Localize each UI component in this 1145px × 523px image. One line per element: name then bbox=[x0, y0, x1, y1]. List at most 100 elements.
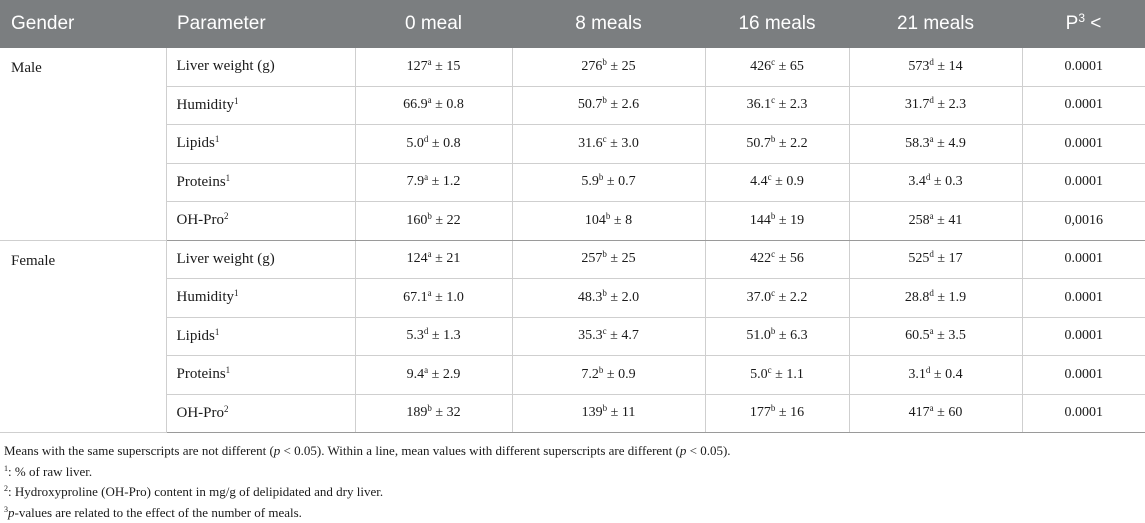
parameter-cell: Liver weight (g) bbox=[166, 48, 355, 86]
value-cell: 144b ± 19 bbox=[705, 202, 849, 241]
header-0-meal: 0 meal bbox=[355, 0, 512, 48]
gender-cell: Female bbox=[0, 240, 166, 433]
mean-value: 60.5 bbox=[905, 328, 930, 343]
footnote-main: Means with the same superscripts are not… bbox=[4, 441, 1145, 462]
parameter-footnote-marker: 1 bbox=[215, 134, 220, 144]
mean-value: 35.3 bbox=[578, 328, 603, 343]
value-cell: 50.7b ± 2.6 bbox=[512, 86, 705, 125]
mean-value: 51.0 bbox=[746, 328, 771, 343]
value-cell: 3.1d ± 0.4 bbox=[849, 356, 1022, 395]
sd-value: ± 0.8 bbox=[428, 136, 460, 151]
p-value-cell: 0.0001 bbox=[1022, 86, 1145, 125]
sd-value: ± 1.2 bbox=[428, 174, 460, 189]
mean-value: 525 bbox=[908, 251, 929, 266]
mean-value: 5.0 bbox=[406, 136, 424, 151]
footnote-main-text-a: Means with the same superscripts are not… bbox=[4, 443, 274, 458]
parameter-footnote-marker: 1 bbox=[215, 327, 220, 337]
sd-value: ± 65 bbox=[775, 59, 804, 74]
value-cell: 3.4d ± 0.3 bbox=[849, 163, 1022, 202]
mean-value: 50.7 bbox=[578, 97, 603, 112]
sd-value: ± 56 bbox=[775, 251, 804, 266]
p-value-cell: 0.0001 bbox=[1022, 356, 1145, 395]
parameter-cell: OH-Pro2 bbox=[166, 202, 355, 241]
p-value-cell: 0,0016 bbox=[1022, 202, 1145, 241]
parameter-cell: Liver weight (g) bbox=[166, 240, 355, 279]
sd-value: ± 2.2 bbox=[775, 290, 807, 305]
parameter-name: Humidity bbox=[177, 97, 235, 113]
footnote-3-text: -values are related to the effect of the… bbox=[15, 505, 302, 520]
parameter-footnote-marker: 1 bbox=[234, 288, 239, 298]
footnote-3: 3p-values are related to the effect of t… bbox=[4, 503, 1145, 523]
parameter-cell: OH-Pro2 bbox=[166, 394, 355, 433]
table-header: Gender Parameter 0 meal 8 meals 16 meals… bbox=[0, 0, 1145, 48]
sd-value: ± 2.0 bbox=[607, 290, 639, 305]
mean-value: 66.9 bbox=[403, 97, 428, 112]
sd-value: ± 0.7 bbox=[603, 174, 635, 189]
sd-value: ± 21 bbox=[432, 251, 461, 266]
mean-value: 5.0 bbox=[750, 367, 768, 382]
parameter-cell: Proteins1 bbox=[166, 356, 355, 395]
value-cell: 51.0b ± 6.3 bbox=[705, 317, 849, 356]
parameter-footnote-marker: 2 bbox=[224, 211, 229, 221]
mean-value: 139 bbox=[582, 405, 603, 420]
sd-value: ± 4.7 bbox=[607, 328, 639, 343]
mean-value: 7.9 bbox=[407, 174, 425, 189]
mean-value: 5.9 bbox=[581, 174, 599, 189]
mean-value: 9.4 bbox=[407, 367, 425, 382]
sd-value: ± 16 bbox=[775, 405, 804, 420]
value-cell: 258a ± 41 bbox=[849, 202, 1022, 241]
sd-value: ± 2.2 bbox=[775, 136, 807, 151]
parameter-name: Lipids bbox=[177, 135, 215, 151]
mean-value: 36.1 bbox=[747, 97, 772, 112]
header-row: Gender Parameter 0 meal 8 meals 16 meals… bbox=[0, 0, 1145, 48]
footnote-main-text-c: < 0.05). bbox=[686, 443, 730, 458]
sd-value: ± 25 bbox=[607, 251, 636, 266]
header-21-meals: 21 meals bbox=[849, 0, 1022, 48]
footnote-main-text-b: < 0.05). Within a line, mean values with… bbox=[280, 443, 680, 458]
value-cell: 5.3d ± 1.3 bbox=[355, 317, 512, 356]
mean-value: 160 bbox=[406, 213, 427, 228]
mean-value: 37.0 bbox=[747, 290, 772, 305]
value-cell: 5.0d ± 0.8 bbox=[355, 125, 512, 164]
value-cell: 5.9b ± 0.7 bbox=[512, 163, 705, 202]
mean-value: 417 bbox=[909, 405, 930, 420]
sd-value: ± 1.1 bbox=[772, 367, 804, 382]
parameter-cell: Lipids1 bbox=[166, 317, 355, 356]
p-value-cell: 0.0001 bbox=[1022, 394, 1145, 433]
p-value-cell: 0.0001 bbox=[1022, 240, 1145, 279]
mean-value: 31.6 bbox=[578, 136, 603, 151]
p-value-cell: 0.0001 bbox=[1022, 279, 1145, 318]
header-gender: Gender bbox=[0, 0, 166, 48]
value-cell: 525d ± 17 bbox=[849, 240, 1022, 279]
parameter-name: Proteins bbox=[177, 366, 226, 382]
sd-value: ± 11 bbox=[607, 405, 635, 420]
sd-value: ± 32 bbox=[432, 405, 461, 420]
footnote-1: 1: % of raw liver. bbox=[4, 462, 1145, 483]
mean-value: 58.3 bbox=[905, 136, 930, 151]
footnote-2: 2: Hydroxyproline (OH-Pro) content in mg… bbox=[4, 482, 1145, 503]
mean-value: 127 bbox=[407, 59, 428, 74]
mean-value: 50.7 bbox=[746, 136, 771, 151]
value-cell: 139b ± 11 bbox=[512, 394, 705, 433]
parameter-cell: Humidity1 bbox=[166, 279, 355, 318]
p-value-cell: 0.0001 bbox=[1022, 163, 1145, 202]
mean-value: 257 bbox=[581, 251, 602, 266]
footnote-1-text: : % of raw liver. bbox=[8, 464, 92, 479]
sd-value: ± 60 bbox=[934, 405, 963, 420]
value-cell: 4.4c ± 0.9 bbox=[705, 163, 849, 202]
parameter-footnote-marker: 1 bbox=[226, 173, 231, 183]
value-cell: 60.5a ± 3.5 bbox=[849, 317, 1022, 356]
value-cell: 36.1c ± 2.3 bbox=[705, 86, 849, 125]
header-8-meals: 8 meals bbox=[512, 0, 705, 48]
parameter-cell: Lipids1 bbox=[166, 125, 355, 164]
sd-value: ± 4.9 bbox=[934, 136, 966, 151]
value-cell: 257b ± 25 bbox=[512, 240, 705, 279]
mean-value: 573 bbox=[908, 59, 929, 74]
